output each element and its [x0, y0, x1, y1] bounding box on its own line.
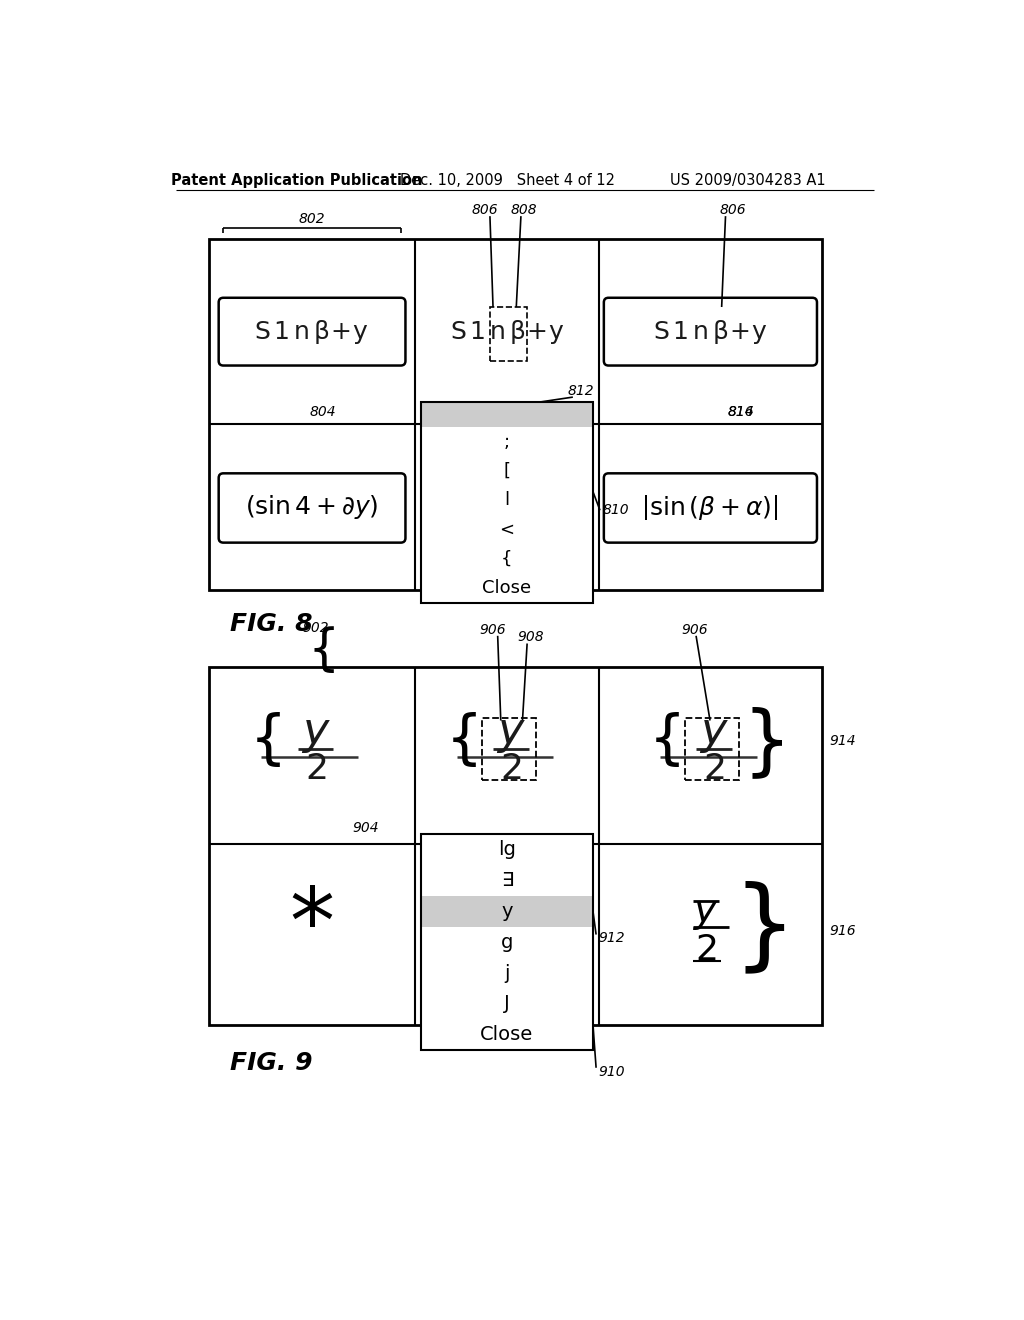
- Text: $y$: $y$: [693, 895, 719, 932]
- Text: 814: 814: [728, 405, 755, 418]
- Text: 806: 806: [472, 203, 499, 216]
- Text: <: <: [500, 520, 514, 539]
- Text: 912: 912: [598, 932, 625, 945]
- Text: $\mathit{y}$: $\mathit{y}$: [301, 711, 331, 755]
- Text: $\mathsf{S\,1\,n\,\beta\!+\!y}$: $\mathsf{S\,1\,n\,\beta\!+\!y}$: [450, 318, 564, 346]
- Text: 910: 910: [598, 1065, 625, 1078]
- Text: $\left(\sin 4 + \partial y\right)$: $\left(\sin 4 + \partial y\right)$: [245, 494, 379, 521]
- Bar: [209, 239, 821, 590]
- Text: l: l: [505, 491, 510, 510]
- Text: $2$: $2$: [703, 752, 725, 785]
- Text: ;: ;: [504, 433, 510, 450]
- Text: Close: Close: [480, 1026, 534, 1044]
- Text: FIG. 9: FIG. 9: [230, 1051, 312, 1076]
- Bar: [421, 403, 593, 428]
- Bar: [489, 308, 527, 360]
- Text: $\{$: $\{$: [444, 710, 476, 770]
- Bar: [685, 718, 739, 780]
- Text: $*$: $*$: [290, 883, 334, 970]
- Text: $\}$: $\}$: [742, 706, 783, 781]
- Text: 902: 902: [302, 622, 329, 635]
- Text: $\}$: $\}$: [731, 883, 784, 979]
- Bar: [421, 896, 593, 927]
- Text: {: {: [501, 550, 513, 568]
- Text: $2$: $2$: [695, 933, 717, 968]
- Bar: [421, 834, 593, 1051]
- Bar: [421, 834, 593, 1051]
- Text: $\mathit{y}$: $\mathit{y}$: [496, 711, 525, 755]
- Text: [: [: [504, 462, 511, 480]
- Text: 904: 904: [352, 821, 379, 836]
- Text: Close: Close: [482, 579, 531, 597]
- Text: 908: 908: [517, 631, 544, 644]
- Text: lg: lg: [498, 841, 516, 859]
- Text: 816: 816: [728, 405, 755, 418]
- Text: $\mathsf{S\,1\,n\,\beta\!+\!y}$: $\mathsf{S\,1\,n\,\beta\!+\!y}$: [255, 318, 369, 346]
- Text: US 2009/0304283 A1: US 2009/0304283 A1: [670, 173, 825, 189]
- Bar: [209, 667, 821, 1024]
- Text: $2$: $2$: [305, 752, 327, 785]
- Text: 916: 916: [829, 924, 856, 937]
- Text: $2$: $2$: [500, 752, 521, 785]
- Text: 914: 914: [829, 734, 856, 748]
- Text: Dec. 10, 2009   Sheet 4 of 12: Dec. 10, 2009 Sheet 4 of 12: [400, 173, 615, 189]
- Text: $\left|\sin\left(\beta + \alpha\right)\right|$: $\left|\sin\left(\beta + \alpha\right)\r…: [641, 492, 779, 521]
- Text: $\}$: $\}$: [313, 622, 341, 673]
- Text: 906: 906: [479, 623, 506, 636]
- Text: 808: 808: [511, 203, 538, 216]
- Text: 906: 906: [681, 623, 708, 636]
- Text: Patent Application Publication: Patent Application Publication: [171, 173, 423, 189]
- Text: 802: 802: [298, 213, 325, 226]
- Text: $\mathit{y}$: $\mathit{y}$: [699, 711, 729, 755]
- Text: $\mathsf{S\,1\,n\,\beta\!+\!y}$: $\mathsf{S\,1\,n\,\beta\!+\!y}$: [653, 318, 767, 346]
- Bar: [482, 718, 537, 780]
- Text: $\{$: $\{$: [647, 710, 680, 770]
- Text: J: J: [504, 994, 510, 1014]
- Text: g: g: [501, 933, 513, 952]
- Text: 810: 810: [602, 503, 629, 517]
- Text: 804: 804: [310, 405, 337, 418]
- Bar: [421, 403, 593, 603]
- Text: 812: 812: [567, 384, 594, 397]
- Text: FIG. 8: FIG. 8: [230, 612, 312, 636]
- Text: y: y: [501, 902, 513, 921]
- Text: j: j: [504, 964, 510, 982]
- Text: 806: 806: [720, 203, 746, 216]
- Text: ∃: ∃: [501, 871, 513, 890]
- Text: $\{$: $\{$: [249, 710, 281, 770]
- Bar: [421, 428, 593, 603]
